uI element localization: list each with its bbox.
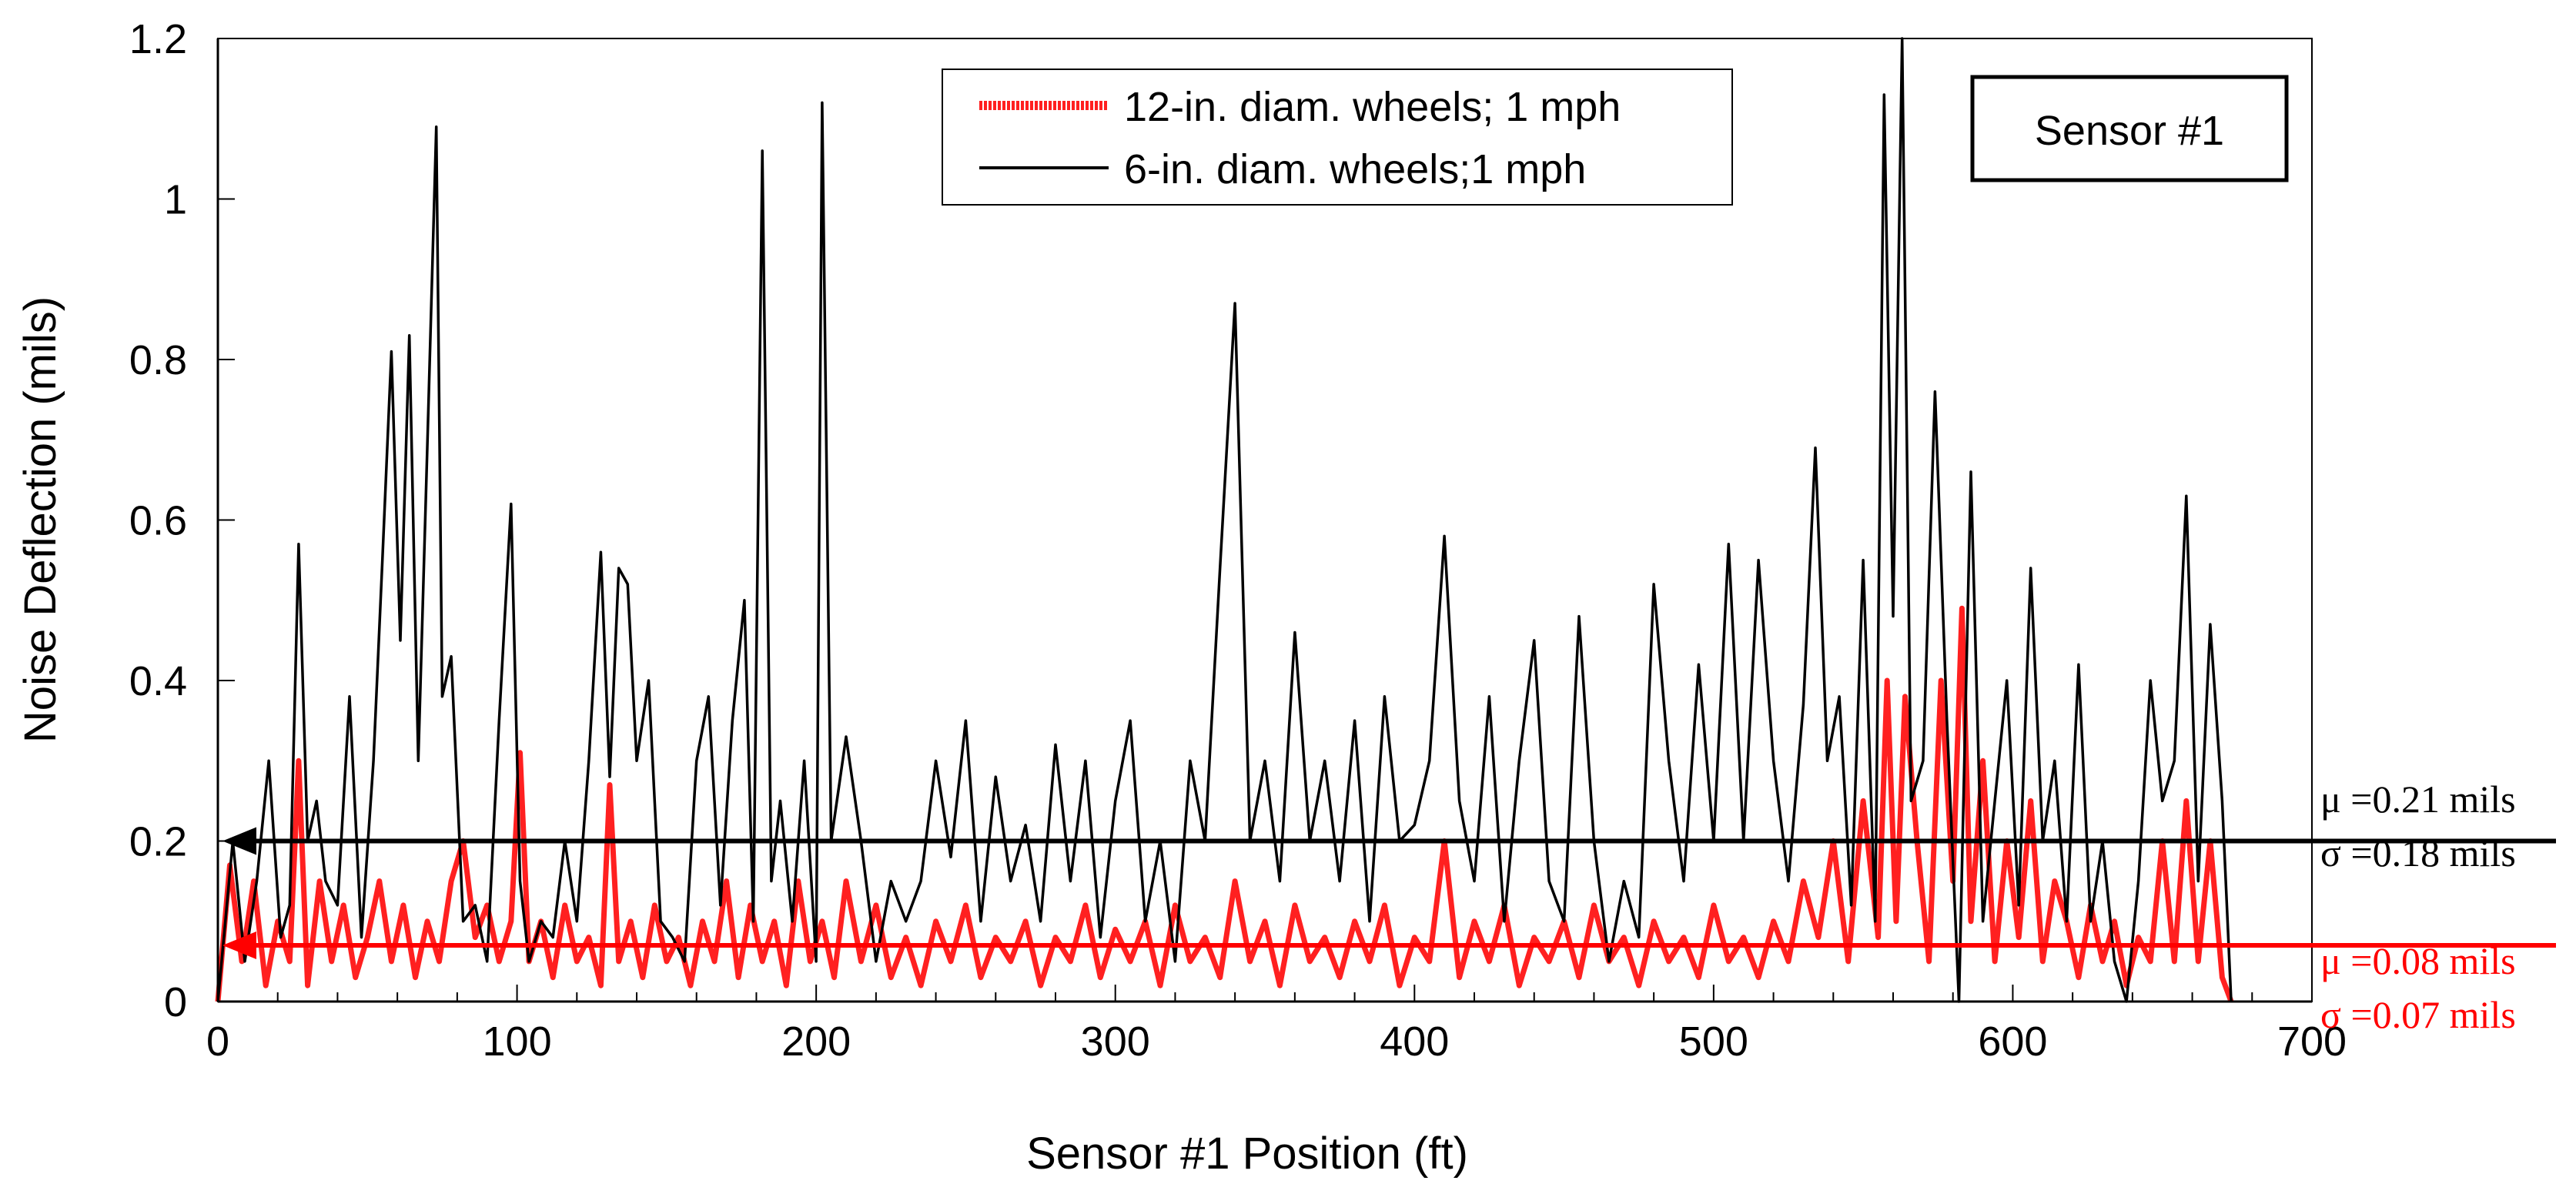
x-axis-label: Sensor #1 Position (ft) bbox=[1026, 1129, 1468, 1179]
x-tick-label: 500 bbox=[1679, 1018, 1748, 1065]
y-tick-label: 0.8 bbox=[129, 337, 187, 383]
sigma-label-6in: σ =0.18 mils bbox=[2320, 831, 2516, 875]
mu-label-6in: μ =0.21 mils bbox=[2320, 778, 2516, 821]
y-tick-label: 0.2 bbox=[129, 819, 187, 865]
reference-lines bbox=[222, 827, 2556, 960]
x-tick-label: 400 bbox=[1380, 1018, 1449, 1065]
x-tick-label: 300 bbox=[1081, 1018, 1150, 1065]
legend-box bbox=[942, 69, 1733, 206]
y-tick-label: 0.4 bbox=[129, 658, 187, 704]
sensor-box-label: Sensor #1 bbox=[2035, 108, 2224, 154]
y-axis-label: Noise Deflection (mils) bbox=[15, 296, 65, 743]
sigma-label-12in: σ =0.07 mils bbox=[2320, 993, 2516, 1036]
x-axis-ticks: 0 100 200 300 400 500 600 700 bbox=[206, 985, 2347, 1065]
legend-entry-6in: 6-in. diam. wheels;1 mph bbox=[1124, 146, 1586, 192]
y-tick-label: 0.6 bbox=[129, 498, 187, 544]
legend-entry-12in: 12-in. diam. wheels; 1 mph bbox=[1124, 84, 1621, 130]
x-tick-label: 700 bbox=[2277, 1018, 2347, 1065]
x-tick-label: 100 bbox=[483, 1018, 552, 1065]
mean-arrow-6in bbox=[222, 827, 256, 855]
mean-arrow-12in bbox=[222, 931, 256, 960]
x-tick-label: 200 bbox=[781, 1018, 851, 1065]
y-tick-label: 1.2 bbox=[129, 16, 187, 62]
legend: 12-in. diam. wheels; 1 mph 6-in. diam. w… bbox=[942, 69, 1733, 206]
mu-label-12in: μ =0.08 mils bbox=[2320, 939, 2516, 982]
x-tick-label: 0 bbox=[206, 1018, 229, 1065]
sensor-box-frame bbox=[1970, 75, 2289, 182]
y-tick-label: 0 bbox=[164, 979, 187, 1025]
x-tick-label: 600 bbox=[1978, 1018, 2047, 1065]
y-tick-label: 1 bbox=[164, 177, 187, 223]
y-axis-ticks: 0 0.2 0.4 0.6 0.8 1 1.2 bbox=[129, 16, 235, 1025]
sensor-label-box: Sensor #1 bbox=[1970, 75, 2289, 182]
